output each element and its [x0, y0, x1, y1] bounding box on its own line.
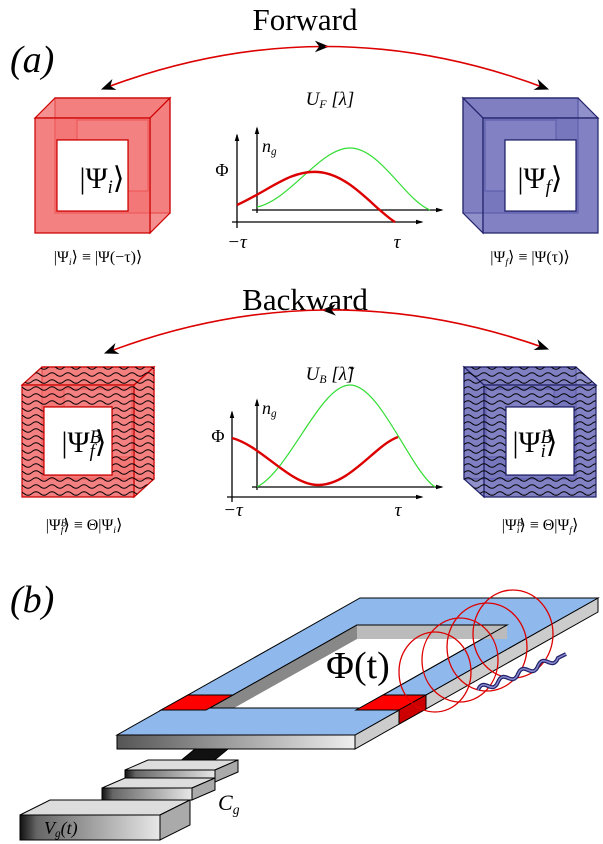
text-part: ⟩ ≡ Θ|Ψ — [519, 517, 569, 534]
title: Forward — [252, 2, 358, 37]
text-part: |Ψ — [490, 249, 505, 266]
axis-label: Φ — [211, 426, 224, 446]
text-part: n — [262, 398, 271, 418]
text-part: ⟩ ≡ |Ψ(τ)⟩ — [508, 249, 570, 266]
operator: UF [λ] — [306, 89, 355, 111]
text-part: (t) — [61, 818, 78, 839]
axis-label: Φ — [215, 160, 228, 180]
text-part: ⟩ — [572, 517, 578, 534]
flux-label: Φ(t) — [326, 645, 390, 687]
text-part: ⟩ — [546, 426, 558, 459]
text-part: |Ψ — [61, 426, 90, 459]
text-part: C — [218, 790, 233, 815]
axis-label: ng — [262, 398, 277, 420]
cube-face — [463, 98, 598, 118]
text-part: g — [271, 146, 277, 158]
cube-face — [150, 98, 170, 233]
cube-face — [134, 367, 154, 497]
circuit — [20, 590, 598, 840]
tick-label: τ — [395, 500, 403, 521]
axis-label: ng — [262, 136, 277, 158]
capacitance-label: Cg — [218, 790, 240, 817]
text-part: |Ψ — [79, 162, 108, 195]
cube-face — [22, 367, 154, 385]
text-part: [λ] — [327, 89, 355, 110]
text-part: g — [271, 408, 277, 420]
text-part: n — [262, 136, 271, 156]
cube-face — [35, 98, 170, 118]
panel-label: (b) — [10, 579, 54, 621]
text-part: |Ψ — [502, 517, 517, 534]
text-part: ⟩ ≡ |Ψ(−τ)⟩ — [72, 249, 143, 266]
text-part: |Ψ — [512, 426, 541, 459]
text-part: ⟩ — [116, 517, 122, 534]
text-part: ⟩ — [95, 426, 107, 459]
voltage-label: Vg(t) — [44, 818, 78, 840]
definition: |Ψf⟩ ≡ |Ψ(τ)⟩ — [490, 249, 569, 268]
figure: (a) Forward Backward |Ψi⟩ |Ψf⟩ |ΨBf⟩ |ΨB… — [0, 0, 603, 844]
state-label: |Ψf⟩ — [517, 162, 562, 198]
cube-face — [464, 367, 484, 497]
text-part: [λ̃] — [327, 364, 355, 385]
cube-face — [464, 367, 596, 385]
panel-label: (a) — [10, 39, 54, 81]
definition: |Ψi⟩ ≡ |Ψ(−τ)⟩ — [54, 249, 142, 268]
cube-face — [463, 98, 483, 233]
text-part: g — [233, 802, 240, 817]
protocol-plot — [227, 385, 442, 502]
text-part: ⟩ — [113, 162, 125, 195]
text-part: |Ψ — [54, 249, 69, 266]
title: Backward — [242, 282, 368, 317]
text-part: |Ψ — [517, 162, 546, 195]
state-label: |Ψi⟩ — [79, 162, 124, 198]
text-part: B — [319, 373, 326, 386]
text-part: |Ψ — [46, 517, 61, 534]
text-part: ⟩ — [551, 162, 563, 195]
tick-label: −τ — [227, 232, 248, 253]
text-part: ⟩ ≡ Θ|Ψ — [63, 517, 113, 534]
tick-label: −τ — [223, 500, 244, 521]
tick-label: τ — [394, 232, 402, 253]
operator: UB [λ̃] — [306, 364, 355, 386]
